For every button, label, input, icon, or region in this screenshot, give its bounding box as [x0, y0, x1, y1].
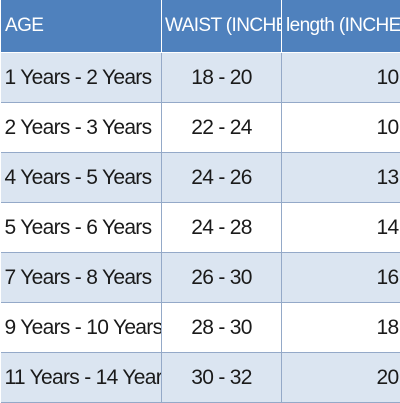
- waist-cell: 30 - 32: [162, 353, 282, 403]
- waist-cell: 22 - 24: [162, 103, 282, 153]
- waist-cell: 24 - 28: [162, 203, 282, 253]
- table-row: 2 Years - 3 Years 22 - 24 10: [1, 103, 400, 153]
- age-cell: 4 Years - 5 Years: [1, 153, 162, 203]
- length-cell: 13: [282, 153, 400, 203]
- length-cell: 14: [282, 203, 400, 253]
- age-cell: 11 Years - 14 Years: [1, 353, 162, 403]
- column-header-length: length (INCHES): [282, 0, 400, 53]
- header-row: AGE WAIST (INCHES) length (INCHES): [1, 0, 400, 53]
- column-header-waist: WAIST (INCHES): [162, 0, 282, 53]
- table-row: 9 Years - 10 Years 28 - 30 18: [1, 303, 400, 353]
- age-cell: 7 Years - 8 Years: [1, 253, 162, 303]
- length-cell: 16: [282, 253, 400, 303]
- age-cell: 9 Years - 10 Years: [1, 303, 162, 353]
- table-row: 4 Years - 5 Years 24 - 26 13: [1, 153, 400, 203]
- length-cell: 10: [282, 103, 400, 153]
- table-row: 11 Years - 14 Years 30 - 32 20: [1, 353, 400, 403]
- length-cell: 10: [282, 53, 400, 103]
- length-cell: 18: [282, 303, 400, 353]
- waist-cell: 26 - 30: [162, 253, 282, 303]
- age-cell: 2 Years - 3 Years: [1, 103, 162, 153]
- table-row: 1 Years - 2 Years 18 - 20 10: [1, 53, 400, 103]
- table-row: 7 Years - 8 Years 26 - 30 16: [1, 253, 400, 303]
- age-cell: 5 Years - 6 Years: [1, 203, 162, 253]
- waist-cell: 18 - 20: [162, 53, 282, 103]
- column-header-age: AGE: [1, 0, 162, 53]
- table-row: 5 Years - 6 Years 24 - 28 14: [1, 203, 400, 253]
- waist-cell: 24 - 26: [162, 153, 282, 203]
- length-cell: 20: [282, 353, 400, 403]
- waist-cell: 28 - 30: [162, 303, 282, 353]
- age-cell: 1 Years - 2 Years: [1, 53, 162, 103]
